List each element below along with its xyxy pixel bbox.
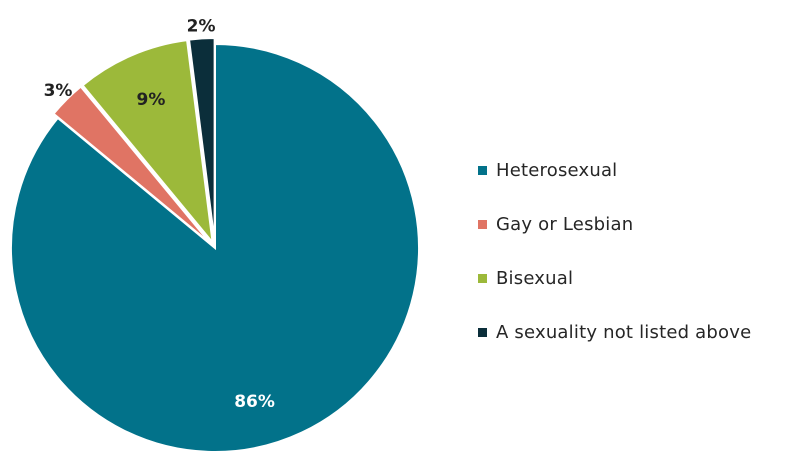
legend-swatch-other-sexuality xyxy=(478,327,487,337)
legend-item-bisexual: Bisexual xyxy=(478,267,751,289)
pie-slice-gay-or-lesbian xyxy=(52,85,212,245)
pie-slice-bisexual xyxy=(81,38,215,246)
legend-swatch-bisexual xyxy=(478,273,487,283)
legend-label-other-sexuality: A sexuality not listed above xyxy=(496,321,752,343)
data-label-heterosexual: 86% xyxy=(234,392,275,412)
legend-swatch-heterosexual xyxy=(478,165,487,175)
legend-item-heterosexual: Heterosexual xyxy=(478,159,751,181)
data-label-gay-or-lesbian: 3% xyxy=(44,81,73,101)
pie-slice-heterosexual xyxy=(10,42,420,452)
data-label-bisexual: 9% xyxy=(137,90,166,110)
pie-data-labels: 86% 3% 9% 2% xyxy=(44,16,275,412)
legend-swatch-gay-or-lesbian xyxy=(478,219,487,229)
legend-label-gay-or-lesbian: Gay or Lesbian xyxy=(496,213,634,235)
data-label-other-sexuality: 2% xyxy=(187,16,216,36)
legend-item-gay-or-lesbian: Gay or Lesbian xyxy=(478,213,751,235)
pie-slice-other-sexuality xyxy=(187,37,216,243)
legend: Heterosexual Gay or Lesbian Bisexual A s… xyxy=(478,159,752,343)
legend-label-heterosexual: Heterosexual xyxy=(496,159,618,181)
pie-slices xyxy=(10,37,420,452)
legend-label-bisexual: Bisexual xyxy=(496,267,574,289)
legend-item-other-sexuality: A sexuality not listed above xyxy=(478,321,752,343)
